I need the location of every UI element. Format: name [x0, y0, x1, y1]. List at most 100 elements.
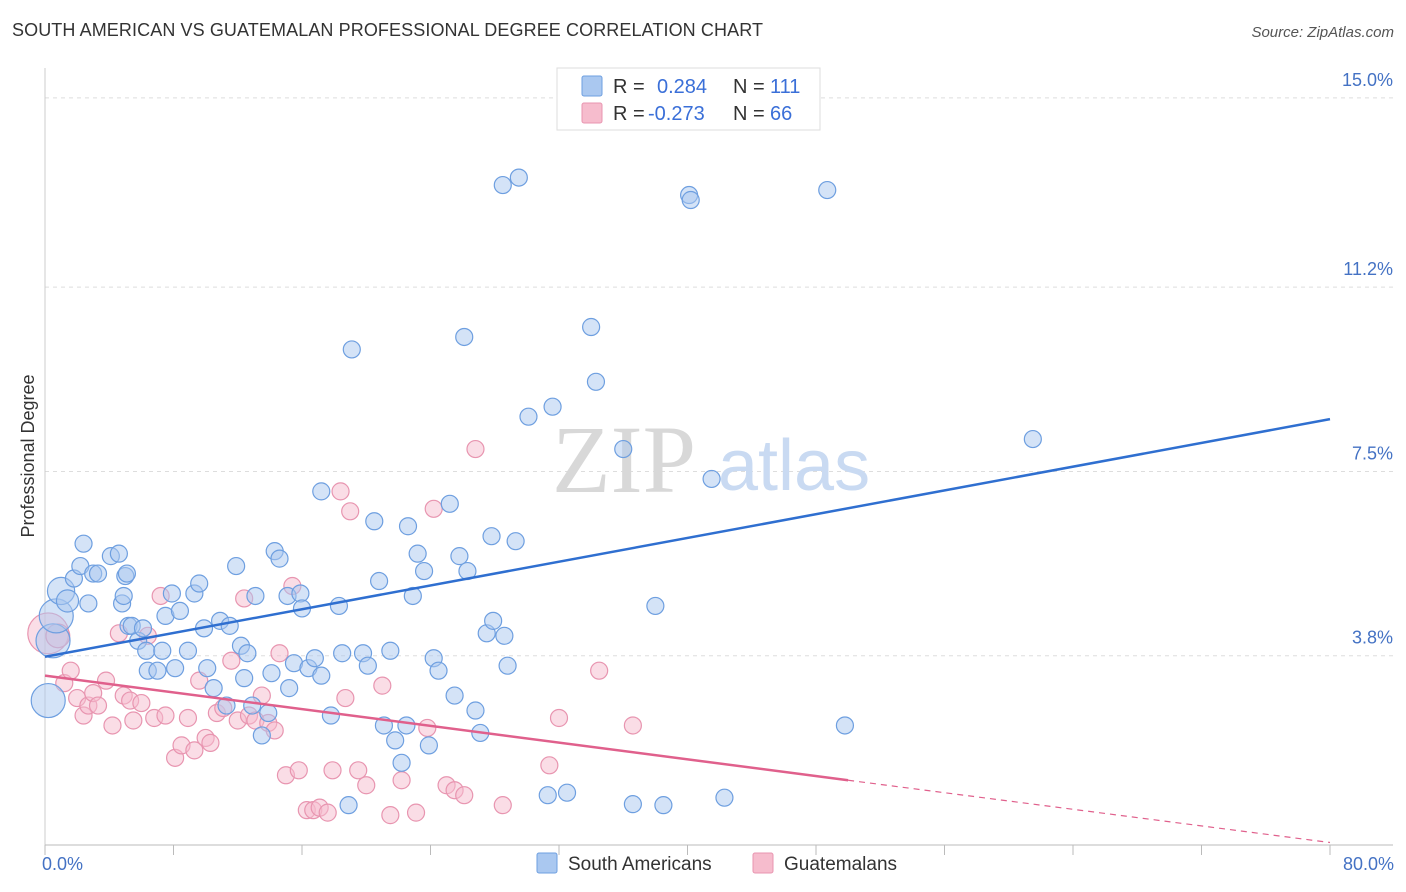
south-american-point-105	[702, 469, 721, 489]
south-american-point-46	[262, 664, 281, 683]
legend-n-label-blue: N =	[733, 76, 765, 98]
guatemalan-point-53	[392, 771, 411, 790]
south-american-point-0	[30, 682, 66, 719]
south-american-point-72	[398, 517, 418, 536]
south-american-point-48	[270, 549, 289, 568]
y-tick-labels: 3.8% 7.5% 11.2% 15.0%	[1342, 70, 1393, 648]
guatemalan-point-65	[623, 716, 642, 735]
south-american-point-61	[339, 796, 358, 815]
guatemalan-point-19	[156, 706, 175, 725]
guatemalan-point-49	[349, 761, 368, 780]
south-american-point-109	[1023, 429, 1042, 449]
chart-title: SOUTH AMERICAN VS GUATEMALAN PROFESSIONA…	[12, 20, 764, 40]
south-american-point-37	[220, 616, 239, 635]
south-american-point-75	[414, 561, 434, 581]
south-american-point-104	[681, 190, 700, 210]
guatemalan-point-64	[590, 661, 609, 680]
legend-r-value-blue: 0.284	[657, 76, 707, 98]
y-tick-label-1: 7.5%	[1352, 443, 1393, 463]
south-american-point-59	[329, 596, 349, 616]
guatemalan-point-56	[424, 499, 443, 518]
south-american-point-71	[397, 716, 416, 735]
trend-line-guatemalans-extension	[848, 779, 1331, 844]
south-american-point-106	[715, 788, 734, 807]
guatemalan-point-52	[381, 806, 400, 825]
legend-r-label-blue: R =	[613, 76, 645, 98]
series-legend-guatemalans: Guatemalans	[784, 854, 897, 875]
south-american-point-62	[342, 340, 361, 359]
south-american-point-97	[557, 783, 577, 802]
trend-line-guatemalans	[44, 674, 849, 782]
south-american-point-89	[493, 175, 512, 195]
south-american-point-56	[312, 666, 331, 685]
south-american-point-78	[429, 661, 448, 680]
south-american-point-76	[419, 736, 438, 755]
guatemalan-point-15	[132, 693, 151, 713]
guatemalan-point-9	[96, 671, 116, 690]
guatemalan-point-3	[61, 661, 80, 680]
guatemalan-point-45	[323, 761, 342, 780]
legend-swatch-pink	[581, 102, 603, 124]
legend-r-label-pink: R =	[613, 103, 645, 125]
south-american-point-36	[217, 696, 236, 715]
south-american-point-110	[623, 795, 642, 814]
x-tick-min: 0.0%	[42, 854, 83, 874]
south-american-point-95	[538, 786, 557, 805]
legend-n-value-blue: 111	[770, 76, 800, 98]
series-legend: South Americans Guatemalans	[536, 852, 897, 875]
south-american-point-23	[148, 661, 167, 680]
south-american-point-93	[509, 168, 528, 187]
south-american-point-50	[280, 679, 299, 698]
south-american-point-16	[114, 586, 133, 606]
grid-lines	[45, 97, 1393, 657]
south-american-point-82	[455, 327, 474, 347]
south-american-point-107	[818, 180, 837, 200]
guatemalan-point-51	[373, 676, 392, 695]
guatemalan-point-40	[289, 761, 308, 780]
guatemalan-point-48	[341, 502, 360, 521]
legend-n-value-pink: 66	[770, 103, 792, 125]
south-american-point-29	[178, 641, 198, 660]
guatemalan-point-29	[222, 651, 241, 670]
guatemalan-point-55	[418, 718, 437, 738]
south-american-point-94	[519, 407, 538, 426]
south-american-point-70	[392, 753, 411, 772]
south-american-point-42	[243, 696, 262, 715]
guatemalan-point-46	[331, 482, 350, 501]
south-american-point-74	[408, 544, 427, 563]
south-american-point-28	[170, 601, 190, 621]
south-american-point-66	[370, 571, 389, 591]
south-american-point-38	[227, 556, 246, 576]
south-americans-points	[30, 168, 1042, 815]
south-american-point-21	[137, 641, 156, 660]
guatemalans-points	[27, 439, 642, 825]
south-american-point-10	[88, 564, 108, 583]
guatemalan-point-23	[185, 741, 204, 760]
series-legend-swatch-pink	[752, 852, 774, 874]
south-american-point-108	[835, 716, 855, 735]
south-american-point-27	[166, 659, 185, 678]
south-american-point-79	[440, 494, 459, 513]
y-tick-label-2: 11.2%	[1343, 259, 1393, 279]
guatemalan-point-8	[88, 696, 108, 715]
south-american-point-100	[614, 439, 633, 459]
guatemalan-point-22	[178, 708, 198, 728]
south-american-point-26	[162, 584, 181, 603]
y-axis-title: Professional Degree	[18, 374, 38, 537]
south-american-point-101	[646, 596, 665, 616]
south-american-point-60	[333, 644, 352, 663]
guatemalan-point-54	[406, 803, 426, 822]
south-american-point-88	[484, 611, 503, 630]
x-tick-max: 80.0%	[1343, 854, 1394, 874]
south-american-point-44	[252, 726, 271, 745]
south-american-point-15	[117, 564, 137, 583]
guatemalan-point-59	[455, 786, 474, 805]
correlation-legend: R = 0.284 N = 111 R = -0.273 N = 66	[556, 67, 821, 131]
south-american-point-69	[386, 731, 405, 750]
legend-r-value-pink: -0.273	[648, 103, 705, 125]
south-american-point-92	[506, 532, 525, 551]
guatemalan-point-37	[270, 644, 289, 663]
guatemalan-point-47	[336, 688, 355, 708]
watermark-zip: ZIP	[552, 406, 696, 513]
